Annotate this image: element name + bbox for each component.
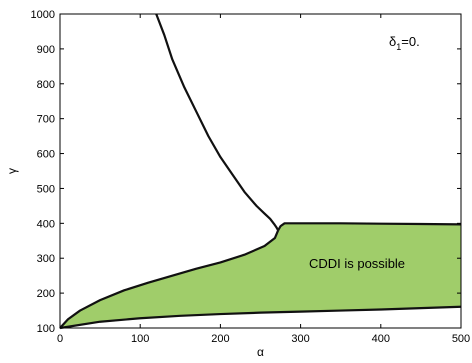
lower-boundary-curve — [59, 229, 280, 329]
x-tick-label: 500 — [452, 333, 470, 345]
y-tick-label: 600 — [37, 149, 55, 161]
y-tick-label: 300 — [37, 253, 55, 265]
delta-value: =0. — [401, 34, 419, 49]
curve-layer — [59, 13, 462, 330]
top-boundary-line — [277, 222, 462, 231]
feasible-region-layer — [60, 223, 461, 328]
y-tick-label: 500 — [37, 183, 55, 195]
y-tick-label: 1000 — [31, 9, 55, 21]
delta-subscript: 1 — [396, 42, 401, 52]
x-tick-label: 300 — [291, 333, 309, 345]
delta-annotation: δ1=0. — [389, 34, 420, 52]
x-tick-label: 200 — [211, 333, 229, 345]
y-axis-label: γ — [5, 168, 19, 174]
x-tick-label: 400 — [372, 333, 390, 345]
x-tick-label: 100 — [131, 333, 149, 345]
y-tick-label: 800 — [37, 79, 55, 91]
feasible-region-fill — [60, 223, 461, 328]
upper-boundary-curve — [155, 13, 280, 231]
bottom-boundary-curve — [59, 305, 462, 330]
y-tick-label: 400 — [37, 218, 55, 230]
region-label: CDDI is possible — [309, 256, 405, 271]
x-axis-label: α — [257, 345, 264, 359]
plot-frame — [59, 13, 462, 329]
y-tick-label: 900 — [37, 44, 55, 56]
y-tick-label: 200 — [37, 288, 55, 300]
y-tick-label: 700 — [37, 114, 55, 126]
y-tick-label: 100 — [37, 323, 55, 335]
x-tick-label: 0 — [57, 333, 63, 345]
delta-symbol: δ — [389, 34, 396, 49]
tick-layer: 0 100 200 300 400 500100200300400500600700800… — [31, 9, 471, 345]
